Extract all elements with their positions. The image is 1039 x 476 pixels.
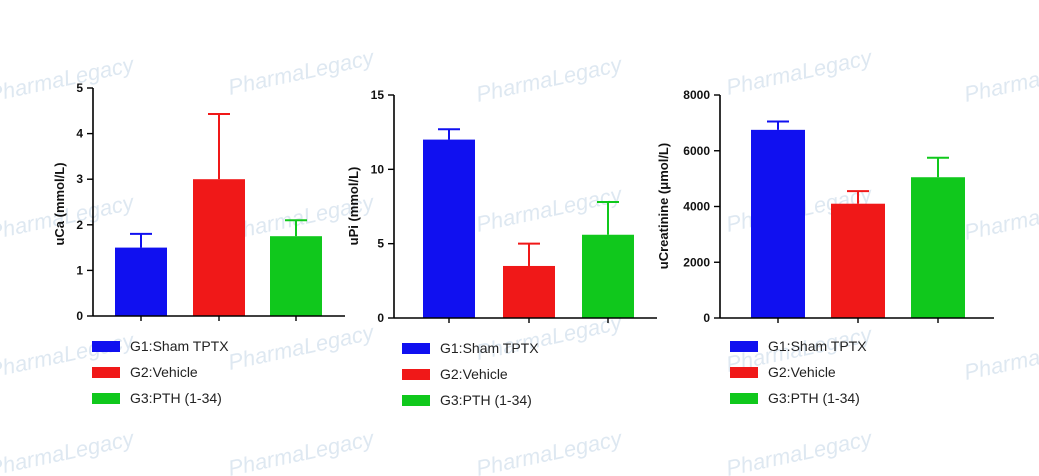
y-axis-label: uCa (mmol/L): [52, 162, 67, 245]
legend-swatch-g3: [730, 392, 758, 404]
bar-3: [911, 177, 965, 318]
legend-upi: G1:Sham TPTX G2:Vehicle G3:PTH (1-34): [402, 337, 539, 415]
legend-label: G2:Vehicle: [440, 366, 508, 382]
legend-item-g3: G3:PTH (1-34): [402, 389, 539, 411]
legend-swatch-g3: [402, 394, 430, 406]
legend-swatch-g3: [92, 392, 120, 404]
bar-3: [270, 236, 322, 316]
y-tick-label: 0: [703, 311, 710, 325]
bar-2: [193, 179, 245, 316]
y-tick-label: 2: [76, 218, 83, 232]
bar-1: [751, 129, 805, 318]
y-tick-label: 5: [377, 237, 384, 251]
legend-item-g2: G2:Vehicle: [92, 361, 229, 383]
bar-1: [115, 247, 167, 316]
legend-swatch-g1: [92, 340, 120, 352]
legend-uca: G1:Sham TPTX G2:Vehicle G3:PTH (1-34): [92, 335, 229, 413]
y-tick-label: 2000: [683, 255, 710, 269]
legend-swatch-g2: [402, 368, 430, 380]
y-tick-label: 0: [377, 311, 384, 325]
legend-item-g3: G3:PTH (1-34): [730, 387, 867, 409]
legend-item-g1: G1:Sham TPTX: [730, 335, 867, 357]
y-tick-label: 6000: [683, 144, 710, 158]
legend-label: G1:Sham TPTX: [130, 338, 229, 354]
legend-item-g1: G1:Sham TPTX: [402, 337, 539, 359]
legend-label: G2:Vehicle: [768, 364, 836, 380]
legend-label: G1:Sham TPTX: [440, 340, 539, 356]
legend-item-g3: G3:PTH (1-34): [92, 387, 229, 409]
bar-2: [831, 203, 885, 318]
bar-2: [503, 265, 555, 318]
legend-item-g1: G1:Sham TPTX: [92, 335, 229, 357]
y-tick-label: 4000: [683, 200, 710, 214]
y-tick-label: 8000: [683, 88, 710, 102]
legend-label: G2:Vehicle: [130, 364, 198, 380]
y-axis-label: uCreatinine (μmol/L): [656, 143, 671, 269]
legend-swatch-g1: [402, 342, 430, 354]
legend-label: G1:Sham TPTX: [768, 338, 867, 354]
legend-item-g2: G2:Vehicle: [402, 363, 539, 385]
legend-swatch-g1: [730, 340, 758, 352]
y-tick-label: 5: [76, 81, 83, 95]
legend-label: G3:PTH (1-34): [130, 390, 222, 406]
legend-swatch-g2: [92, 366, 120, 378]
y-tick-label: 0: [76, 309, 83, 323]
y-tick-label: 10: [371, 162, 385, 176]
y-tick-label: 1: [76, 263, 83, 277]
legend-swatch-g2: [730, 366, 758, 378]
bar-3: [582, 234, 634, 318]
y-tick-label: 4: [76, 127, 83, 141]
legend-label: G3:PTH (1-34): [768, 390, 860, 406]
y-axis-label: uPi (mmol/L): [346, 167, 361, 246]
legend-item-g2: G2:Vehicle: [730, 361, 867, 383]
legend-label: G3:PTH (1-34): [440, 392, 532, 408]
bar-1: [423, 139, 475, 318]
y-tick-label: 15: [371, 88, 385, 102]
legend-ucreatinine: G1:Sham TPTX G2:Vehicle G3:PTH (1-34): [730, 335, 867, 413]
y-tick-label: 3: [76, 172, 83, 186]
